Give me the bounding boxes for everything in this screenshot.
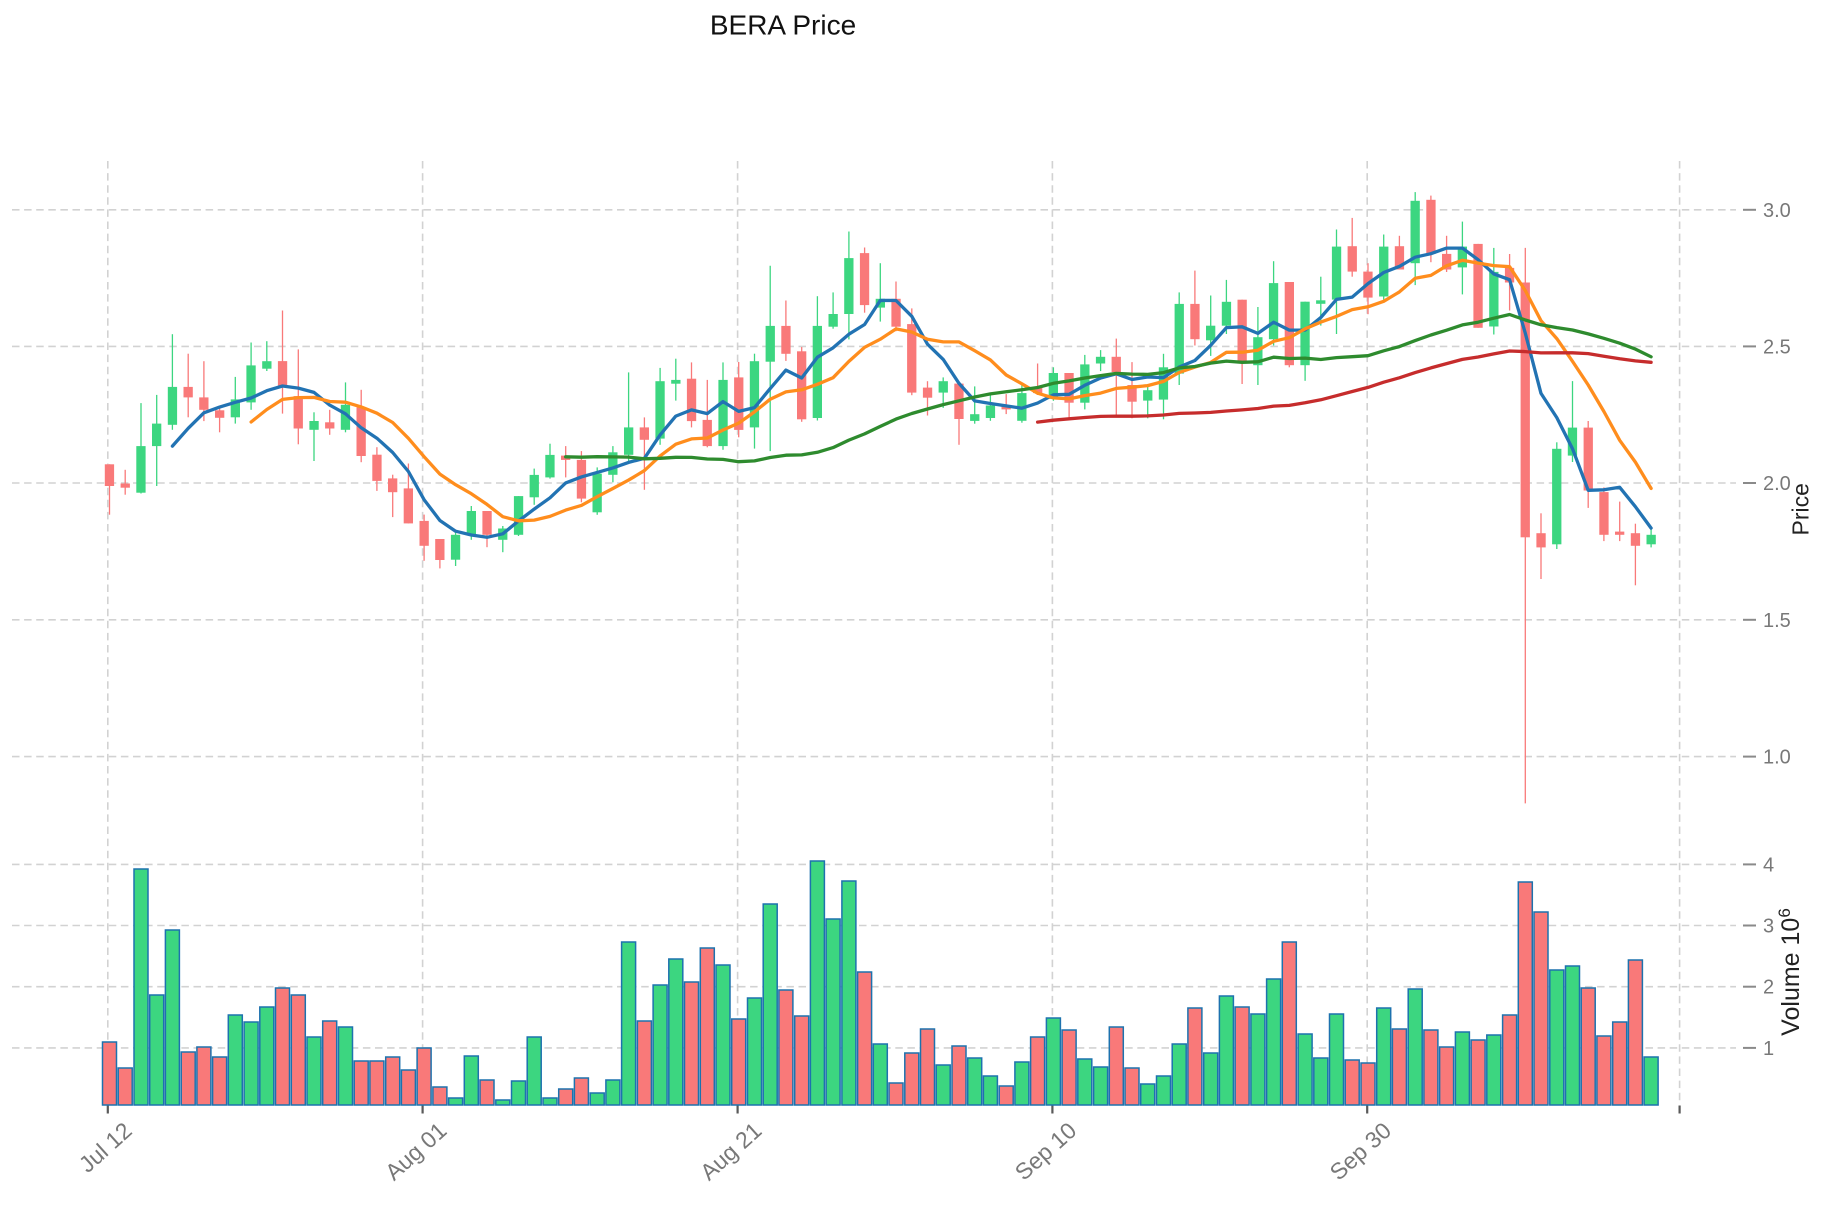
svg-text:3.0: 3.0 — [1763, 200, 1791, 222]
svg-text:2.0: 2.0 — [1763, 473, 1791, 495]
svg-text:BERA Price: BERA Price — [710, 10, 856, 41]
svg-text:Volume 106: Volume 106 — [1775, 908, 1806, 1036]
svg-text:1.5: 1.5 — [1763, 610, 1791, 632]
svg-text:1: 1 — [1763, 1038, 1774, 1060]
svg-text:1.0: 1.0 — [1763, 747, 1791, 769]
svg-text:Price: Price — [1788, 483, 1814, 535]
svg-text:2: 2 — [1763, 977, 1774, 999]
svg-text:3: 3 — [1763, 916, 1774, 938]
svg-text:4: 4 — [1763, 854, 1774, 876]
svg-text:2.5: 2.5 — [1763, 336, 1791, 358]
